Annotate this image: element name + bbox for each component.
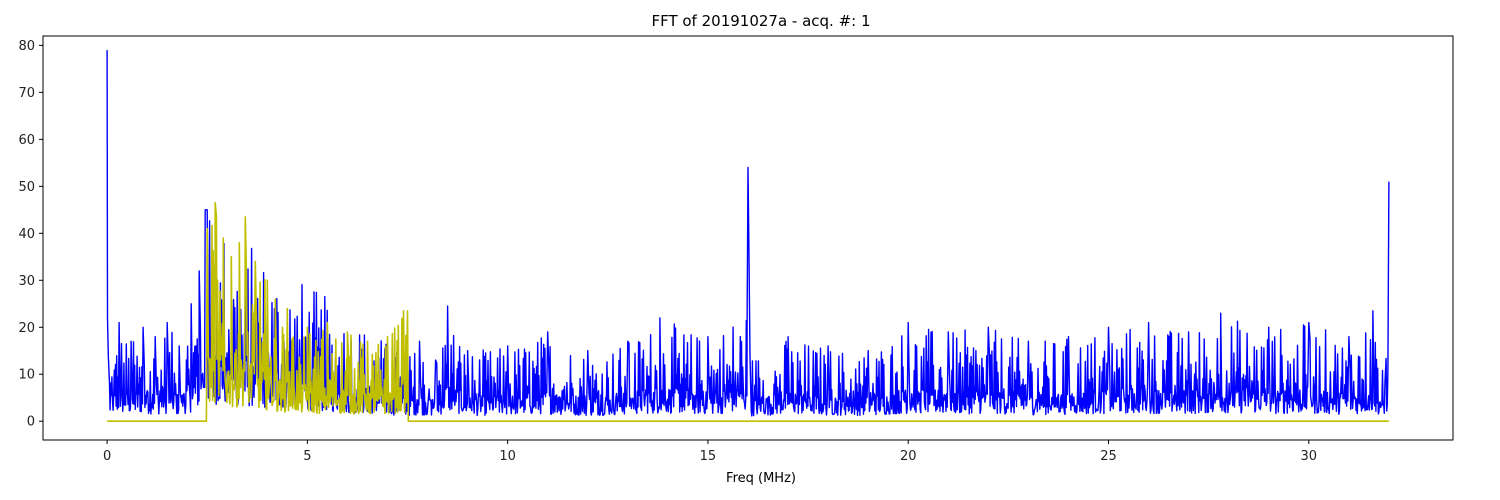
y-tick-label: 60 — [18, 133, 35, 148]
x-tick-label: 15 — [700, 449, 717, 464]
y-tick-label: 10 — [18, 368, 35, 383]
x-tick-label: 25 — [1100, 449, 1117, 464]
y-tick-label: 50 — [18, 180, 35, 195]
plot-area — [106, 50, 1390, 422]
x-tick-label: 0 — [103, 449, 111, 464]
axes-frame — [42, 35, 1454, 441]
x-tick-label: 20 — [900, 449, 917, 464]
x-axis: 0 5 10 15 20 25 30 — [103, 440, 1317, 464]
y-tick-label: 70 — [18, 86, 35, 101]
y-axis: 0 10 20 30 40 50 60 70 80 — [18, 39, 43, 430]
x-tick-label: 5 — [303, 449, 311, 464]
x-tick-label: 30 — [1301, 449, 1318, 464]
series-1-line — [107, 202, 1389, 422]
chart-title: FFT of 20191027a - acq. #: 1 — [651, 12, 870, 30]
y-tick-label: 80 — [18, 39, 35, 54]
y-tick-label: 40 — [18, 227, 35, 242]
y-tick-label: 20 — [18, 321, 35, 336]
series-0-line — [106, 50, 1390, 417]
x-axis-label: Freq (MHz) — [726, 471, 796, 486]
y-tick-label: 0 — [27, 415, 35, 430]
y-tick-label: 30 — [18, 274, 35, 289]
x-tick-label: 10 — [499, 449, 516, 464]
